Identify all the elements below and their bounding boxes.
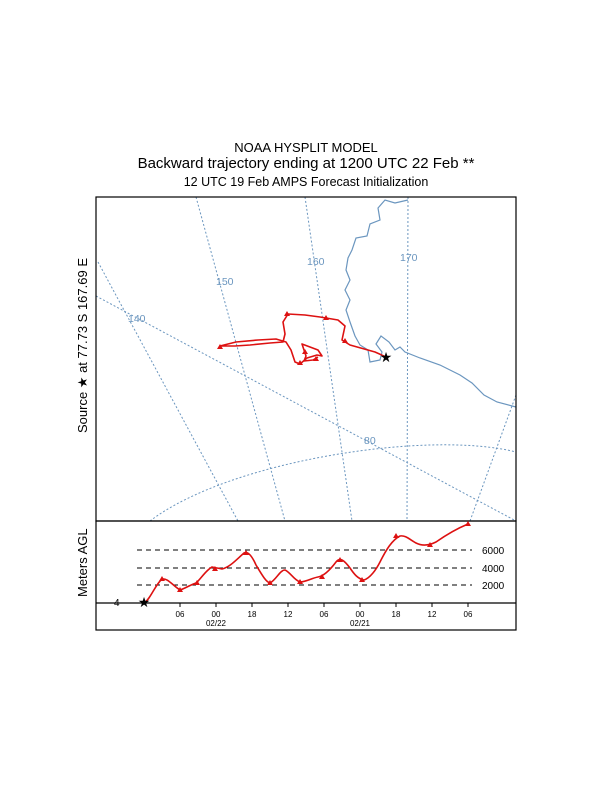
- model-title: NOAA HYSPLIT MODEL: [234, 140, 378, 155]
- time-tick-label: 00: [212, 610, 221, 619]
- parallel-80: [149, 444, 516, 521]
- date-label: 02/21: [350, 619, 371, 628]
- traj-marker: [217, 344, 223, 349]
- meridian-label-170: 170: [400, 252, 418, 264]
- traj-marker: [342, 338, 348, 343]
- height-marker: [177, 587, 183, 592]
- height-marker: [319, 574, 325, 579]
- meridian-140: [97, 261, 239, 521]
- coastline: [344, 199, 516, 408]
- height-marker: [297, 579, 303, 584]
- time-tick-label: 12: [428, 610, 437, 619]
- height-marker: [159, 576, 165, 581]
- level-label-6000: 6000: [482, 546, 505, 557]
- traj-marker: [323, 315, 329, 320]
- start-height-label: 4: [114, 598, 120, 609]
- traj-marker: [302, 349, 308, 354]
- height-marker: [359, 577, 365, 582]
- source-star-icon: ★: [380, 349, 393, 365]
- height-profile-panel: 6000 4000 2000 4 06 00 18 12 06 00 18 12: [95, 520, 517, 631]
- trajectory-title: Backward trajectory ending at 1200 UTC 2…: [137, 155, 475, 172]
- map-panel: 140 150 160 170 80 ★: [96, 197, 516, 521]
- time-tick-label: 06: [320, 610, 329, 619]
- traj-marker: [297, 360, 303, 365]
- height-marker: [194, 580, 200, 585]
- height-marker: [337, 557, 343, 562]
- parallel-label-80: 80: [364, 435, 376, 447]
- time-tick-label: 18: [392, 610, 401, 619]
- time-tick-label: 00: [356, 610, 365, 619]
- date-label: 02/22: [206, 619, 227, 628]
- meridian-150: [195, 197, 286, 521]
- meridian-170: [406, 197, 409, 521]
- height-marker: [212, 566, 218, 571]
- height-trace: [143, 523, 469, 604]
- source-star-icon: ★: [138, 594, 151, 610]
- time-tick-label: 06: [464, 610, 473, 619]
- trajectory-path: [219, 313, 387, 365]
- time-tick-label: 12: [284, 610, 293, 619]
- meridian-160: [304, 197, 353, 521]
- traj-marker: [284, 311, 290, 316]
- meridian-label-150: 150: [216, 276, 234, 288]
- meridian-180: [469, 394, 516, 521]
- initialization-title: 12 UTC 19 Feb AMPS Forecast Initializati…: [183, 175, 429, 189]
- level-label-2000: 2000: [482, 581, 505, 592]
- height-marker: [465, 521, 471, 526]
- height-marker: [243, 550, 249, 555]
- time-tick-label: 06: [176, 610, 185, 619]
- meridian-label-160: 160: [307, 256, 325, 268]
- height-marker: [267, 580, 273, 585]
- traj-marker: [313, 356, 319, 361]
- meridian-label-140: 140: [128, 313, 146, 325]
- height-marker: [393, 533, 399, 538]
- meridian-130: [96, 295, 516, 521]
- height-marker: [427, 542, 433, 547]
- time-tick-label: 18: [248, 610, 257, 619]
- level-label-4000: 4000: [482, 564, 505, 575]
